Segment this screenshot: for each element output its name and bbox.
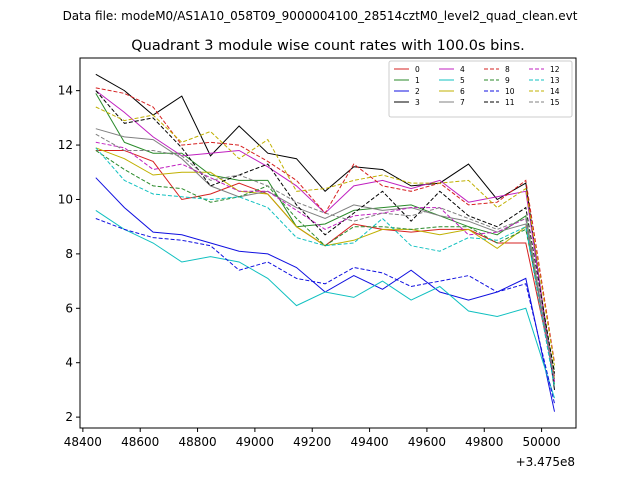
plot-frame [79, 57, 577, 429]
y-tick-label: 8 [65, 247, 73, 261]
series-line-5 [95, 209, 555, 399]
series-line-11 [95, 90, 555, 374]
legend-label-8: 8 [505, 65, 510, 74]
x-tick-label: 50000 [523, 435, 561, 449]
legend-label-4: 4 [460, 65, 465, 74]
series-line-1 [95, 93, 555, 385]
series-line-8 [95, 87, 555, 363]
series-line-14 [95, 106, 555, 366]
series-line-9 [95, 150, 555, 371]
x-axis: 48400 48600 48800 49000 49200 49400 49600 49800… [64, 428, 561, 449]
series-line-6 [95, 147, 555, 380]
series-line-7 [95, 128, 555, 382]
y-tick-label: 4 [65, 356, 73, 370]
x-tick-label: 48600 [121, 435, 159, 449]
legend-box [388, 60, 573, 118]
series-layer [95, 73, 555, 412]
y-tick-label: 2 [65, 410, 73, 424]
y-tick-label: 12 [58, 138, 73, 152]
legend-label-13: 13 [550, 76, 560, 85]
legend-label-0: 0 [415, 65, 420, 74]
chart-title: Quadrant 3 module wise count rates with … [131, 38, 525, 54]
x-tick-label: 49800 [465, 435, 503, 449]
x-tick-label: 48400 [64, 435, 102, 449]
legend-label-12: 12 [550, 65, 560, 74]
x-offset-label: +3.475e8 [516, 455, 575, 469]
series-line-3 [95, 73, 555, 390]
series-line-10 [95, 218, 555, 404]
x-tick-label: 49200 [293, 435, 331, 449]
legend-label-2: 2 [415, 87, 420, 96]
x-tick-label: 49000 [236, 435, 274, 449]
legend-label-9: 9 [505, 76, 510, 85]
series-line-15 [95, 133, 555, 380]
legend-label-10: 10 [505, 87, 515, 96]
legend-label-1: 1 [415, 76, 420, 85]
legend-label-3: 3 [415, 98, 420, 107]
series-line-12 [95, 141, 555, 382]
legend-label-5: 5 [460, 76, 465, 85]
series-line-13 [95, 147, 555, 388]
y-axis: 2 4 6 8 10 12 14 [58, 84, 80, 424]
x-tick-label: 49400 [350, 435, 388, 449]
series-line-0 [95, 150, 555, 377]
legend-label-7: 7 [460, 98, 465, 107]
legend-label-6: 6 [460, 87, 465, 96]
x-tick-label: 49600 [408, 435, 446, 449]
legend-label-14: 14 [550, 87, 560, 96]
legend-label-15: 15 [550, 98, 560, 107]
x-tick-label: 48800 [178, 435, 216, 449]
legend-label-11: 11 [505, 98, 515, 107]
y-tick-label: 14 [58, 84, 73, 98]
suptitle: Data file: modeM0/AS1A10_058T09_90000041… [63, 9, 578, 23]
y-tick-label: 10 [58, 192, 73, 206]
y-tick-label: 6 [65, 301, 73, 315]
